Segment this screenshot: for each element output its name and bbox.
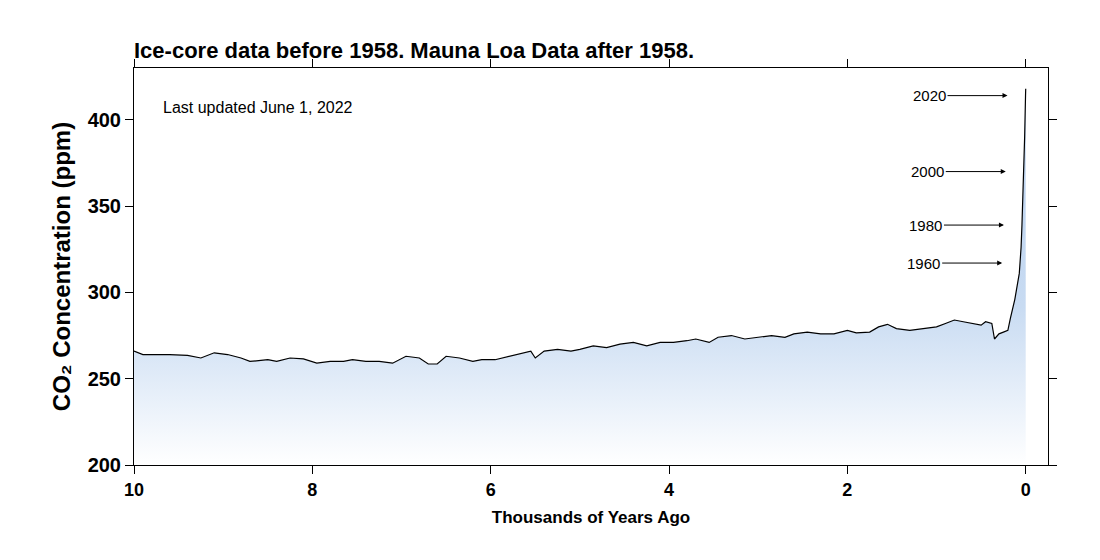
svg-text:6: 6 xyxy=(486,480,496,500)
svg-text:4: 4 xyxy=(664,480,674,500)
svg-text:300: 300 xyxy=(88,281,121,303)
svg-text:1960: 1960 xyxy=(907,255,940,272)
svg-text:Thousands of Years Ago: Thousands of Years Ago xyxy=(492,508,690,527)
svg-text:8: 8 xyxy=(307,480,317,500)
svg-text:200: 200 xyxy=(88,454,121,476)
svg-text:250: 250 xyxy=(88,368,121,390)
svg-text:Last updated June 1, 2022: Last updated June 1, 2022 xyxy=(163,99,353,116)
svg-text:10: 10 xyxy=(124,480,144,500)
svg-text:0: 0 xyxy=(1021,480,1031,500)
svg-text:400: 400 xyxy=(88,109,121,131)
svg-text:1980: 1980 xyxy=(909,217,942,234)
svg-text:CO₂ Concentration (ppm): CO₂ Concentration (ppm) xyxy=(48,122,75,411)
svg-text:Ice-core data before 1958. Mau: Ice-core data before 1958. Mauna Loa Dat… xyxy=(134,38,694,63)
svg-text:350: 350 xyxy=(88,195,121,217)
svg-text:2020: 2020 xyxy=(913,87,946,104)
svg-text:2: 2 xyxy=(842,480,852,500)
svg-text:2000: 2000 xyxy=(911,163,944,180)
